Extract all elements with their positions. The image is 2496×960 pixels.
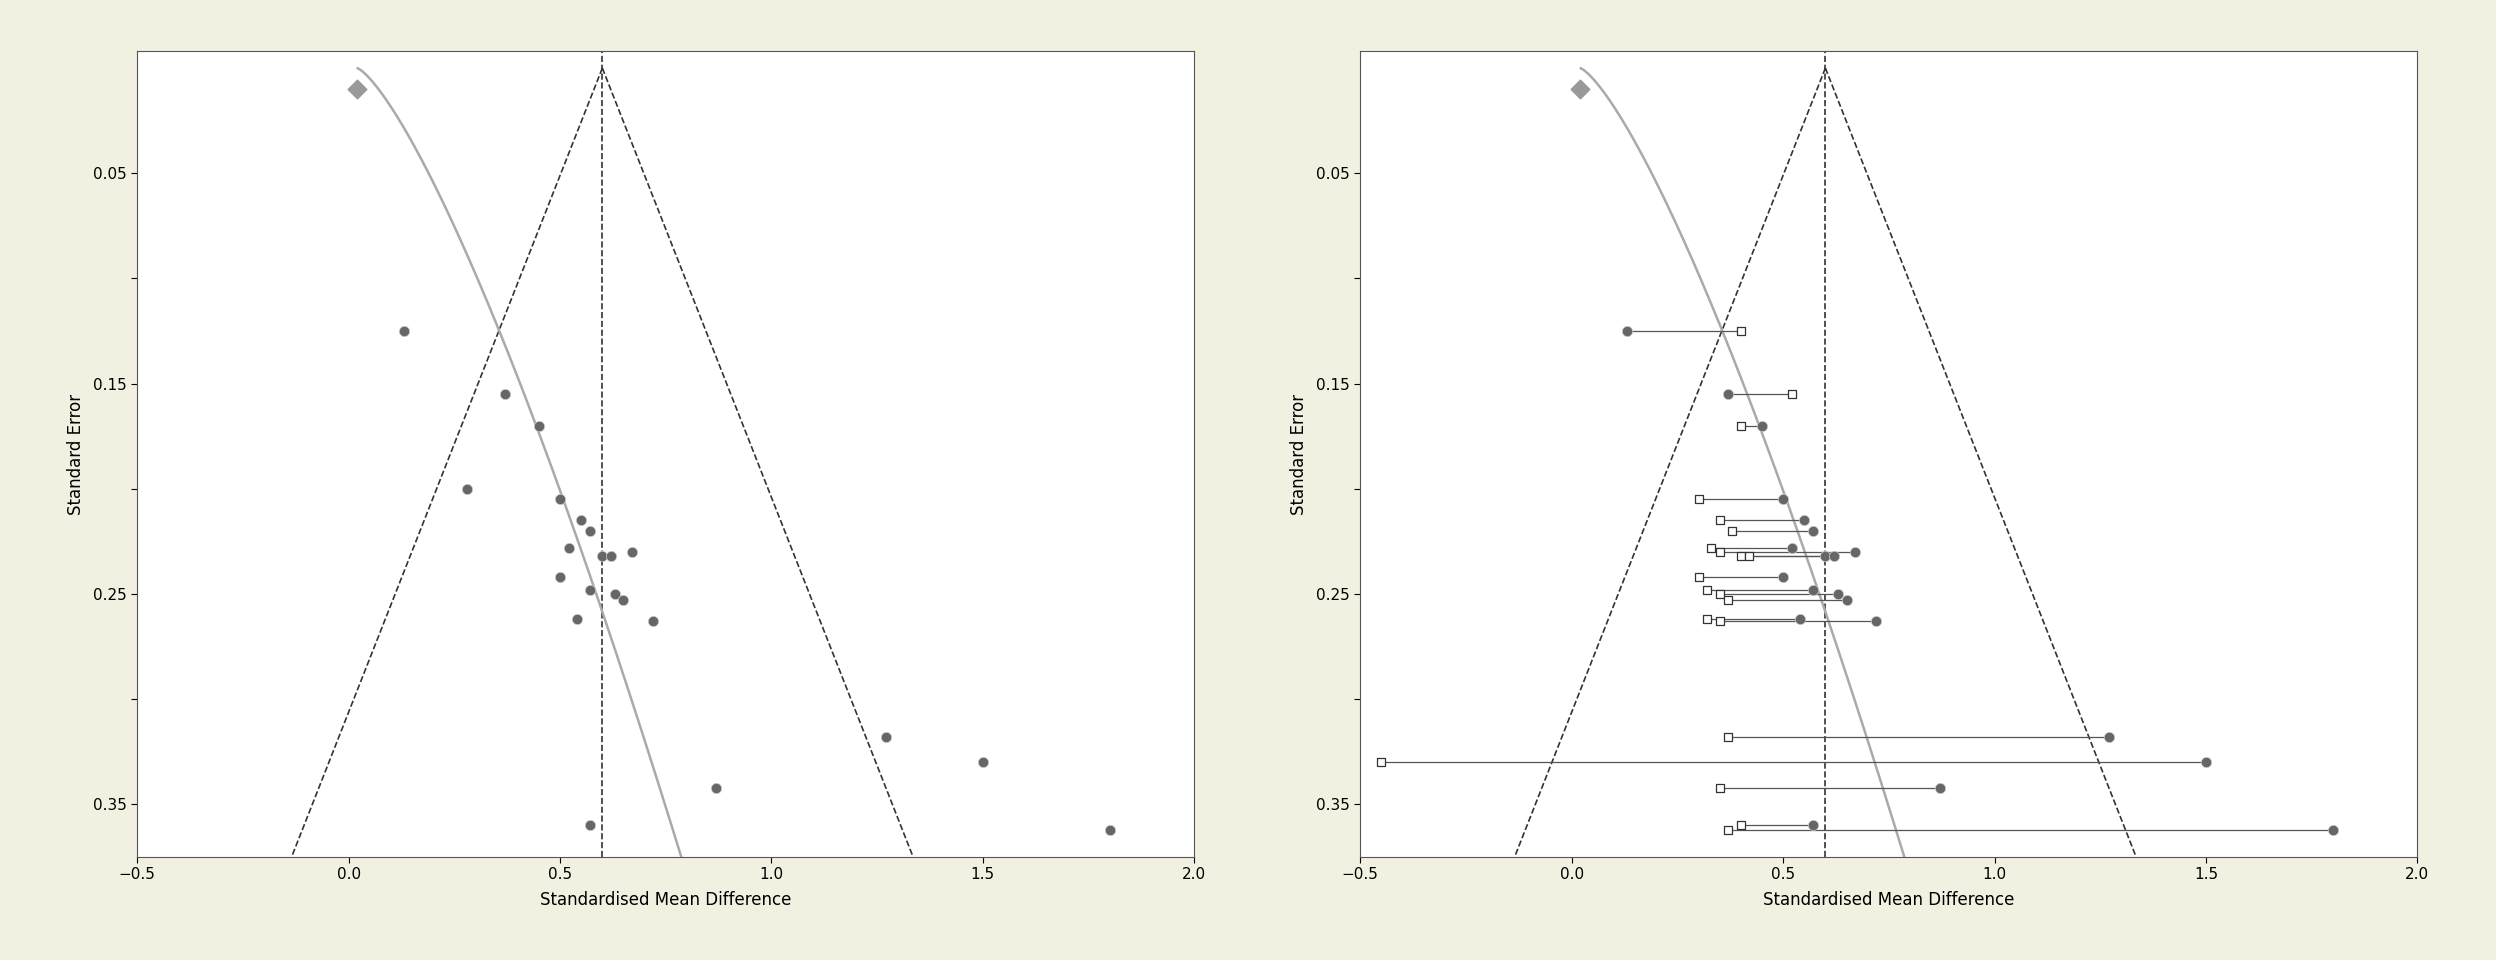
X-axis label: Standardised Mean Difference: Standardised Mean Difference bbox=[1762, 891, 2014, 909]
Point bbox=[1680, 569, 1720, 585]
Point bbox=[539, 569, 579, 585]
Point bbox=[1762, 492, 1802, 507]
Point bbox=[1692, 540, 1732, 556]
Point bbox=[539, 492, 579, 507]
Point bbox=[1700, 587, 1740, 602]
Y-axis label: Standard Error: Standard Error bbox=[67, 394, 85, 515]
Point bbox=[1707, 592, 1747, 608]
Point bbox=[569, 523, 609, 539]
Point bbox=[594, 587, 634, 602]
Point bbox=[1720, 818, 1760, 833]
Point bbox=[1091, 822, 1131, 837]
Point bbox=[1805, 548, 1845, 564]
Y-axis label: Standard Error: Standard Error bbox=[1290, 394, 1308, 515]
Point bbox=[1700, 513, 1740, 528]
X-axis label: Standardised Mean Difference: Standardised Mean Difference bbox=[539, 891, 791, 909]
Point bbox=[1700, 780, 1740, 795]
Point bbox=[2314, 822, 2354, 837]
Point bbox=[1560, 82, 1600, 97]
Point bbox=[1792, 582, 1832, 597]
Point bbox=[1827, 592, 1867, 608]
Point bbox=[696, 780, 736, 795]
Point bbox=[1742, 418, 1782, 433]
Point bbox=[1919, 780, 1959, 795]
Point bbox=[592, 548, 631, 564]
Point bbox=[1720, 548, 1760, 564]
Point bbox=[1780, 612, 1820, 627]
Point bbox=[1762, 569, 1802, 585]
Point bbox=[384, 324, 424, 339]
Point bbox=[1772, 387, 1812, 402]
Point bbox=[1785, 513, 1825, 528]
Point bbox=[1857, 613, 1897, 629]
Point bbox=[2089, 730, 2129, 745]
Point bbox=[1687, 612, 1727, 627]
Point bbox=[1772, 540, 1812, 556]
Point bbox=[569, 818, 609, 833]
Point bbox=[963, 755, 1003, 770]
Point bbox=[484, 387, 524, 402]
Point bbox=[1835, 544, 1874, 560]
Point bbox=[1712, 523, 1752, 539]
Point bbox=[1730, 548, 1770, 564]
Point bbox=[1815, 548, 1855, 564]
Point bbox=[634, 613, 674, 629]
Point bbox=[1700, 613, 1740, 629]
Point bbox=[549, 540, 589, 556]
Point bbox=[562, 513, 602, 528]
Point bbox=[1707, 730, 1747, 745]
Point bbox=[2186, 755, 2226, 770]
Point bbox=[569, 582, 609, 597]
Point bbox=[1720, 324, 1760, 339]
Point bbox=[866, 730, 906, 745]
Point bbox=[1687, 582, 1727, 597]
Point bbox=[1792, 523, 1832, 539]
Point bbox=[1707, 387, 1747, 402]
Point bbox=[557, 612, 597, 627]
Point bbox=[1700, 544, 1740, 560]
Point bbox=[582, 548, 622, 564]
Point bbox=[337, 82, 377, 97]
Point bbox=[447, 481, 487, 496]
Point bbox=[612, 544, 651, 560]
Point bbox=[604, 592, 644, 608]
Point bbox=[1707, 822, 1747, 837]
Point bbox=[519, 418, 559, 433]
Point bbox=[1607, 324, 1647, 339]
Point bbox=[1360, 755, 1400, 770]
Point bbox=[1680, 492, 1720, 507]
Point bbox=[1792, 818, 1832, 833]
Point bbox=[1817, 587, 1857, 602]
Point bbox=[1720, 418, 1760, 433]
